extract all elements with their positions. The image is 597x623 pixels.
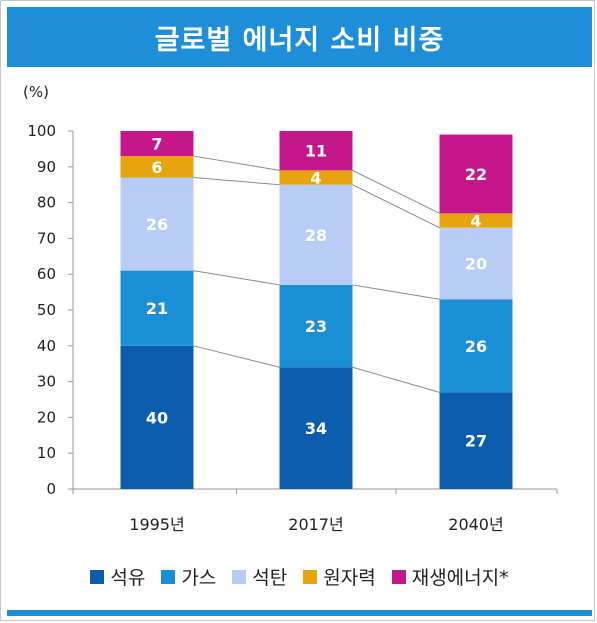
legend-label: 석유 — [110, 567, 146, 589]
legend-swatch — [303, 569, 318, 584]
data-label: 26 — [465, 337, 487, 356]
data-label: 20 — [465, 254, 487, 273]
series-connector-line — [352, 284, 440, 300]
bar-segment — [120, 156, 194, 178]
footer-bar — [7, 610, 592, 616]
legend-item: 재생에너지* — [391, 563, 509, 590]
bar-segment — [279, 184, 353, 285]
bar-segment — [120, 345, 194, 489]
data-label: 4 — [310, 169, 321, 188]
x-category-label: 1995년 — [129, 515, 184, 534]
bar-segment — [120, 270, 194, 346]
legend-item: 석유 — [90, 563, 145, 590]
data-label: 27 — [465, 432, 487, 451]
axes: 0 10 20 30 40 50 60 70 80 90 100 1995년 2017년 2040년 — [27, 122, 558, 534]
data-label: 28 — [305, 226, 327, 245]
legend-item: 석탄 — [232, 563, 287, 590]
y-tick-label: 30 — [37, 373, 56, 391]
bar-segment — [279, 131, 353, 171]
data-label: 34 — [305, 419, 327, 438]
series-connector-line — [352, 169, 440, 214]
data-label: 22 — [465, 165, 487, 184]
bar-segment — [279, 170, 353, 185]
legend-swatch — [232, 569, 247, 584]
legend-item: 가스 — [161, 563, 216, 590]
series-connector-line — [352, 184, 440, 229]
data-label: 21 — [146, 299, 168, 318]
bar-segment — [439, 213, 513, 228]
legend-item: 원자력 — [303, 563, 376, 590]
y-tick-label: 100 — [27, 122, 56, 140]
legend: 석유 가스 석탄 원자력 재생에너지* — [1, 563, 597, 590]
bar-segment — [120, 131, 194, 157]
legend-label: 석탄 — [252, 567, 288, 589]
bars — [120, 131, 513, 489]
legend-swatch — [90, 569, 105, 584]
chart-title: 글로벌 에너지 소비 비중 — [154, 24, 445, 56]
connector-lines — [193, 155, 440, 393]
legend-swatch — [391, 569, 406, 584]
data-label: 40 — [146, 408, 168, 427]
data-label: 7 — [151, 135, 162, 154]
series-connector-line — [352, 366, 440, 393]
y-tick-label: 80 — [37, 194, 56, 212]
series-connector-line — [193, 177, 280, 186]
data-label: 6 — [151, 158, 162, 177]
value-labels: 40 34 27 21 23 26 26 28 20 6 4 4 7 11 22 — [146, 135, 487, 451]
y-tick-label: 20 — [37, 408, 56, 426]
bar-segment — [439, 134, 513, 214]
bar-segment — [439, 299, 513, 393]
legend-swatch — [161, 569, 176, 584]
legend-label: 가스 — [181, 567, 217, 589]
y-tick-label: 40 — [37, 337, 56, 355]
y-tick-label: 60 — [37, 265, 56, 283]
series-connector-line — [193, 155, 280, 171]
bar-segment — [120, 177, 194, 271]
y-tick-label: 70 — [37, 229, 56, 247]
series-connector-line — [193, 270, 280, 286]
y-tick-label: 90 — [37, 158, 56, 176]
bar-segment — [439, 227, 513, 300]
x-category-label: 2040년 — [448, 515, 503, 534]
data-label: 4 — [470, 212, 481, 231]
chart-header: 글로벌 에너지 소비 비중 — [7, 7, 592, 67]
legend-label: 원자력 — [323, 567, 376, 589]
data-label: 26 — [146, 215, 168, 234]
data-label: 23 — [305, 317, 327, 336]
data-label: 11 — [305, 142, 327, 161]
bar-segment — [279, 367, 353, 489]
x-category-label: 2017년 — [288, 515, 343, 534]
legend-label: 재생에너지* — [411, 567, 509, 589]
y-axis-label: (%) — [23, 83, 49, 101]
y-tick-label: 0 — [46, 480, 56, 498]
bar-segment — [439, 392, 513, 489]
series-connector-line — [193, 345, 280, 368]
y-tick-label: 50 — [37, 301, 56, 319]
y-tick-label: 10 — [37, 444, 56, 462]
bar-segment — [279, 284, 353, 368]
